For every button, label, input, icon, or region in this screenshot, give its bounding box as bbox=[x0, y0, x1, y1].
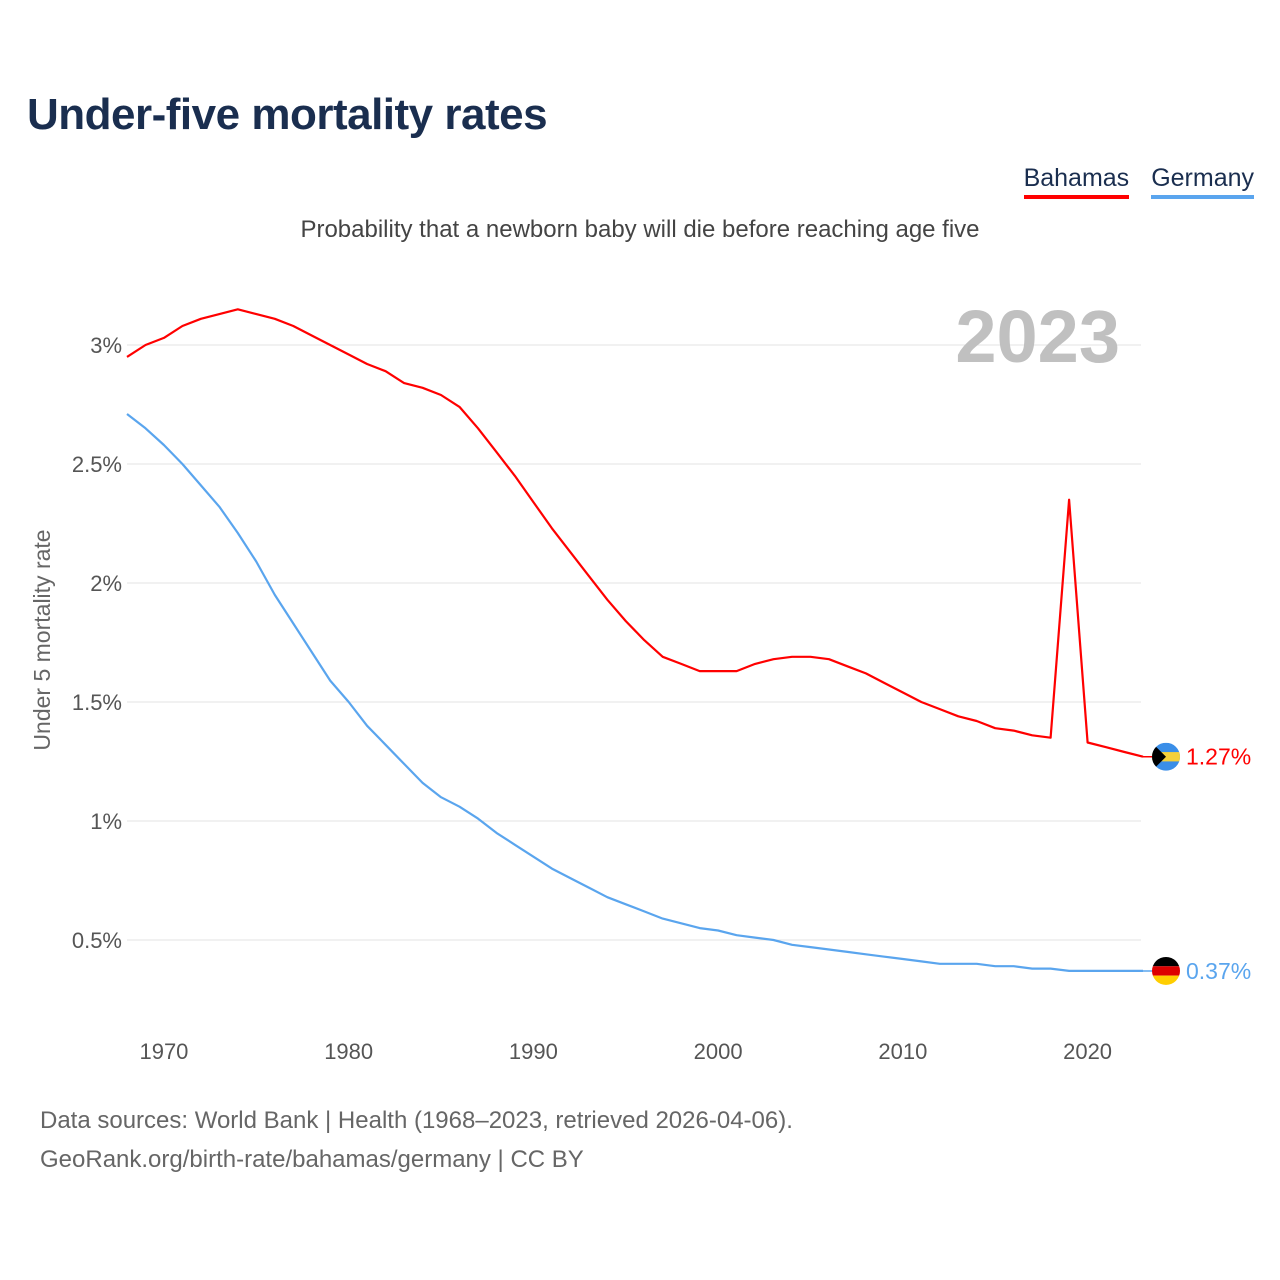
legend-item-germany[interactable]: Germany bbox=[1151, 164, 1254, 199]
series-line-bahamas bbox=[126, 308, 1144, 758]
footer-sources: Data sources: World Bank | Health (1968–… bbox=[40, 1107, 793, 1134]
y-tick-label: 2% bbox=[90, 571, 122, 596]
end-value-label: 1.27% bbox=[1186, 744, 1251, 770]
y-tick-label: 3% bbox=[90, 333, 122, 358]
germany-flag-icon bbox=[1152, 956, 1180, 985]
y-tick-label: 1.5% bbox=[72, 690, 122, 715]
x-tick-label: 1970 bbox=[139, 1039, 188, 1064]
bahamas-flag-icon bbox=[1152, 742, 1180, 771]
x-tick-label: 1990 bbox=[509, 1039, 558, 1064]
year-label: 2023 bbox=[955, 295, 1120, 378]
chart-subtitle: Probability that a newborn baby will die… bbox=[300, 216, 980, 243]
x-tick-label: 2000 bbox=[694, 1039, 743, 1064]
x-tick-label: 2010 bbox=[878, 1039, 927, 1064]
y-tick-label: 2.5% bbox=[72, 452, 122, 477]
chart-title: Under-five mortality rates bbox=[27, 90, 548, 139]
y-tick-label: 0.5% bbox=[72, 928, 122, 953]
y-tick-label: 1% bbox=[90, 809, 122, 834]
x-tick-label: 2020 bbox=[1063, 1039, 1112, 1064]
x-tick-label: 1980 bbox=[324, 1039, 373, 1064]
y-axis-label: Under 5 mortality rate bbox=[29, 529, 55, 750]
series-line-germany bbox=[126, 413, 1143, 973]
end-value-label: 0.37% bbox=[1186, 958, 1251, 984]
legend-item-bahamas[interactable]: Bahamas bbox=[1023, 164, 1130, 199]
legend: Bahamas Germany bbox=[1023, 164, 1254, 199]
footer-link[interactable]: GeoRank.org/birth-rate/bahamas/germany |… bbox=[40, 1146, 584, 1173]
